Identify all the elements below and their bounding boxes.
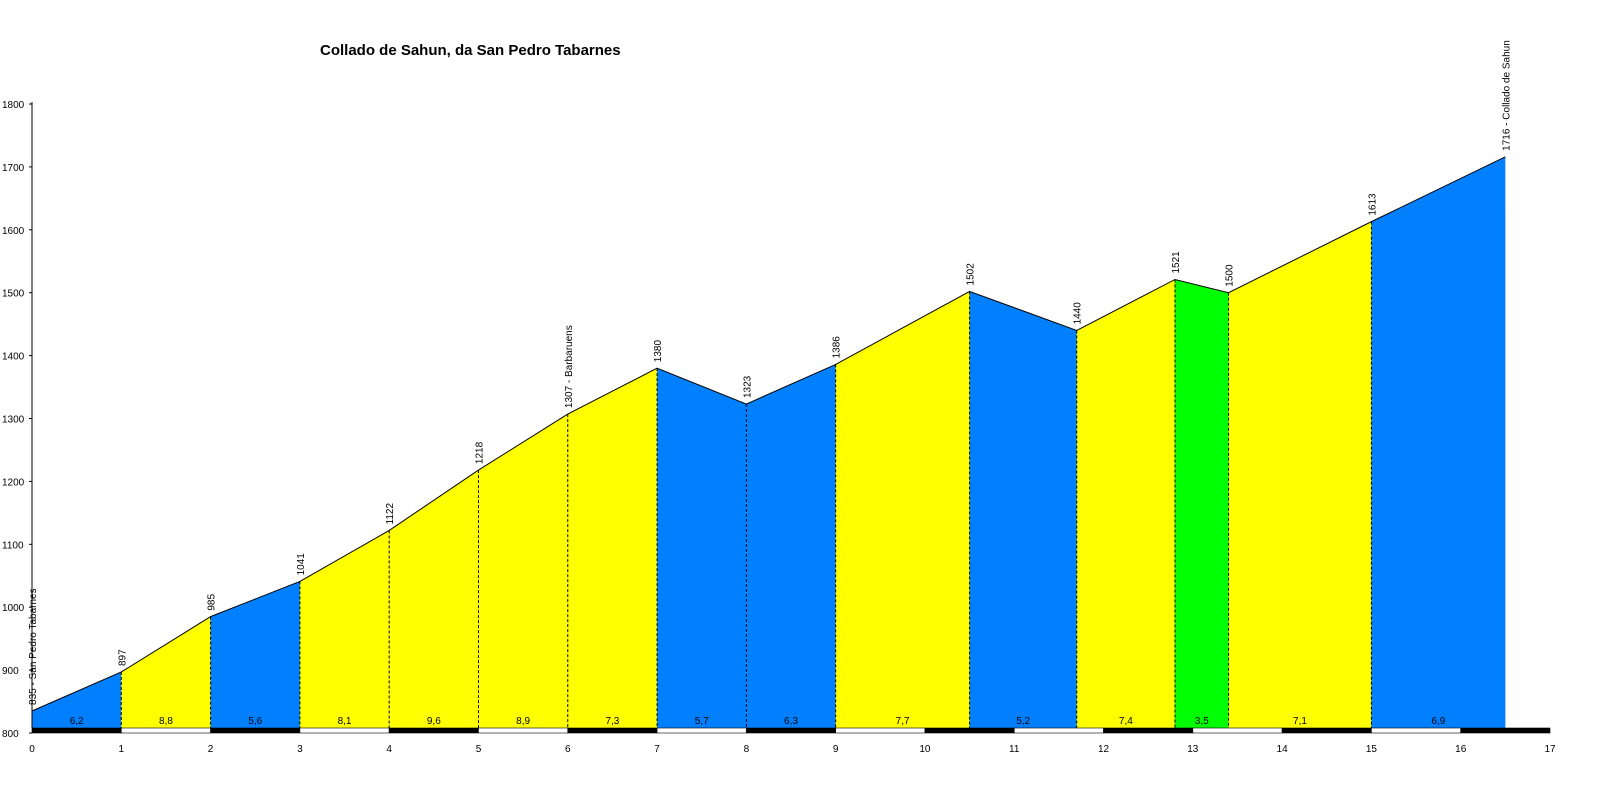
profile-line <box>31 156 1506 712</box>
elevation-label: 897 <box>117 649 128 666</box>
chart-title: Collado de Sahun, da San Pedro Tabarnes <box>320 42 621 59</box>
distance-bar-cell <box>656 727 747 734</box>
segment-gradient-label: 3,5 <box>1195 716 1209 727</box>
distance-bar-cell <box>1281 727 1372 734</box>
x-tick-label: 2 <box>208 744 214 755</box>
segment-area <box>1228 221 1372 729</box>
elevation-label: 1323 <box>742 375 753 398</box>
x-tick-label: 13 <box>1187 744 1199 755</box>
x-tick-label: 10 <box>919 744 931 755</box>
x-tick-label: 3 <box>297 744 303 755</box>
x-tick-label: 11 <box>1009 744 1020 755</box>
x-tick-label: 9 <box>833 744 839 755</box>
y-tick-label: 1800 <box>2 100 25 111</box>
x-tick-label: 16 <box>1455 744 1467 755</box>
y-tick-label: 1700 <box>2 163 25 174</box>
segment-area <box>835 291 970 728</box>
distance-bar-cell <box>210 727 301 734</box>
y-tick-label: 1200 <box>2 477 25 488</box>
segment-gradient-label: 5,2 <box>1016 716 1030 727</box>
segment-area <box>210 581 300 728</box>
x-tick-label: 5 <box>476 744 482 755</box>
distance-bar-cell <box>1013 727 1104 734</box>
segment-area <box>389 470 479 728</box>
elevation-label: 1500 <box>1225 264 1236 287</box>
segment-gradient-label: 7,3 <box>605 716 619 727</box>
y-tick-label: 1500 <box>2 289 25 300</box>
x-tick-label: 17 <box>1544 744 1556 755</box>
distance-bar-cell <box>1460 727 1551 734</box>
x-tick-label: 14 <box>1277 744 1289 755</box>
elevation-label: 1041 <box>296 553 307 576</box>
distance-bar-cell <box>1103 727 1194 734</box>
distance-bar-cell <box>31 727 122 734</box>
segment-area <box>121 616 211 728</box>
y-tick-label: 800 <box>2 729 19 740</box>
y-tick-label: 1400 <box>2 352 25 363</box>
elevation-label: 1218 <box>474 441 485 464</box>
x-tick-label: 15 <box>1366 744 1378 755</box>
elevation-label: 1307 - Barbaruens <box>564 325 575 408</box>
distance-bar-cell <box>120 727 211 734</box>
y-tick-label: 1600 <box>2 226 25 237</box>
segment-gradient-label: 5,7 <box>695 716 709 727</box>
segment-area <box>969 291 1077 728</box>
elevation-label: 835 - San Pedro Tabarnes <box>28 588 39 705</box>
x-tick-label: 7 <box>654 744 660 755</box>
segment-gradient-label: 7,1 <box>1293 716 1307 727</box>
x-tick-label: 4 <box>386 744 392 755</box>
distance-bar-cell <box>299 727 390 734</box>
elevation-label: 1613 <box>1367 193 1378 216</box>
x-tick-label: 6 <box>565 744 571 755</box>
elevation-label: 1122 <box>385 503 396 525</box>
elevation-label: 1386 <box>832 336 843 359</box>
segment-area <box>567 368 658 728</box>
x-tick-label: 8 <box>744 744 750 755</box>
distance-bar-cell <box>835 727 926 734</box>
segment-gradient-label: 7,7 <box>896 716 910 727</box>
segment-area <box>299 530 390 728</box>
y-tick-label: 1100 <box>2 540 24 551</box>
x-tick-label: 0 <box>29 744 35 755</box>
y-tick-label: 900 <box>2 666 19 677</box>
distance-bar-cell <box>567 727 658 734</box>
elevation-label: 1440 <box>1073 302 1084 325</box>
y-tick-label: 1300 <box>2 415 25 426</box>
segment-gradient-label: 6,2 <box>70 716 84 727</box>
segment-gradient-label: 8,9 <box>516 716 530 727</box>
elevation-label: 1502 <box>966 263 977 286</box>
segment-area <box>1076 279 1175 728</box>
y-tick-label: 1000 <box>2 603 25 614</box>
segment-gradient-label: 9,6 <box>427 716 441 727</box>
elevation-label: 1380 <box>653 339 664 362</box>
data-labels: 6,2 8,8 5,6 8,1 9,6 8,9 7,3 5,7 6,3 7,7 5,2 7,4 3,5 7… <box>28 40 1512 727</box>
x-tick-label: 12 <box>1098 744 1110 755</box>
distance-bar-cell <box>1192 727 1283 734</box>
segment-area <box>746 364 836 728</box>
segment-gradient-label: 8,1 <box>338 716 352 727</box>
segment-area <box>478 414 568 728</box>
segment-area <box>657 368 747 728</box>
segment-gradient-label: 7,4 <box>1119 716 1133 727</box>
segment-gradient-label: 6,9 <box>1431 716 1445 727</box>
distance-bar-cell <box>1371 727 1462 734</box>
elevation-label: 1716 - Collado de Sahun <box>1501 40 1512 151</box>
segment-area <box>32 671 122 728</box>
axes: 8009001000110012001300140015001600170018… <box>2 100 1556 755</box>
segment-area <box>1371 156 1506 728</box>
elevation-label: 985 <box>207 594 218 611</box>
elevation-label: 1521 <box>1171 251 1182 274</box>
x-tick-label: 1 <box>119 744 125 755</box>
segment-gradient-label: 6,3 <box>784 716 798 727</box>
distance-bar-cell <box>746 727 836 734</box>
segment-gradient-label: 8,8 <box>159 716 173 727</box>
segment-gradient-label: 5,6 <box>248 716 262 727</box>
distance-bar-cell <box>478 727 569 734</box>
profile-segments <box>31 156 1506 729</box>
distance-bar-cell <box>388 727 479 734</box>
segment-area <box>1174 279 1229 728</box>
distance-bar-cell <box>924 727 1015 734</box>
